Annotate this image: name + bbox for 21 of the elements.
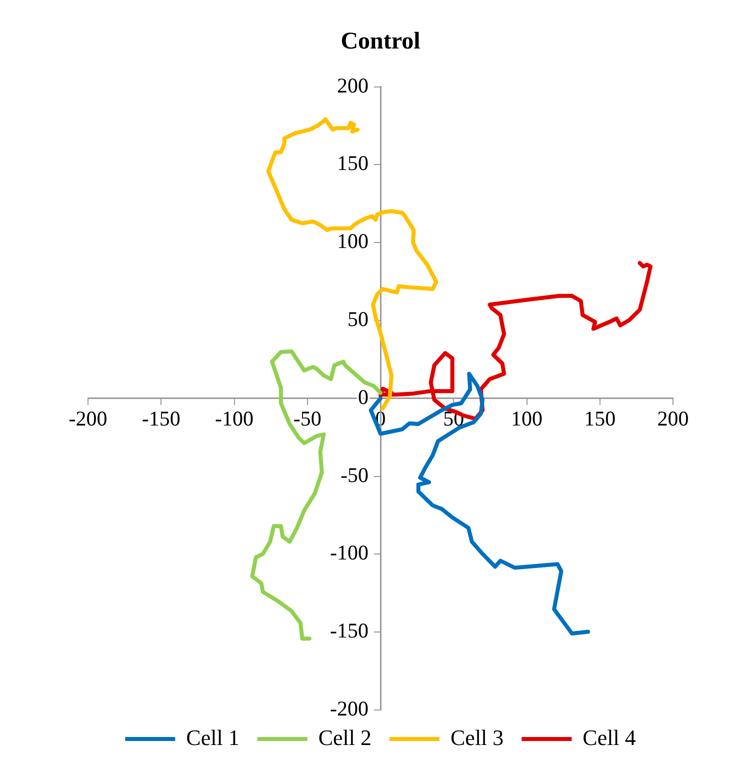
- y-tick-label: 200: [337, 73, 368, 98]
- x-tick-label: -200: [68, 406, 108, 431]
- legend-label: Cell 2: [318, 724, 372, 750]
- x-tick-label: 150: [584, 406, 616, 431]
- chart-title: Control: [340, 28, 421, 55]
- x-tick-label: -50: [293, 406, 322, 431]
- y-tick-label: 100: [337, 229, 368, 254]
- legend-label: Cell 4: [582, 724, 636, 750]
- x-tick-label: 100: [511, 406, 542, 431]
- legend-label: Cell 3: [450, 724, 504, 750]
- y-tick-label: 0: [358, 384, 368, 409]
- y-tick-label: -100: [330, 540, 368, 565]
- y-tick-label: -50: [340, 462, 368, 487]
- y-tick-label: 150: [337, 151, 368, 176]
- x-tick-label: -150: [142, 406, 180, 431]
- y-tick-label: -200: [330, 696, 368, 721]
- legend-label: Cell 1: [186, 724, 240, 750]
- y-tick-label: -150: [330, 618, 368, 643]
- y-tick-label: 50: [348, 307, 368, 332]
- x-tick-label: 200: [657, 406, 689, 431]
- x-tick-label: -100: [215, 406, 254, 431]
